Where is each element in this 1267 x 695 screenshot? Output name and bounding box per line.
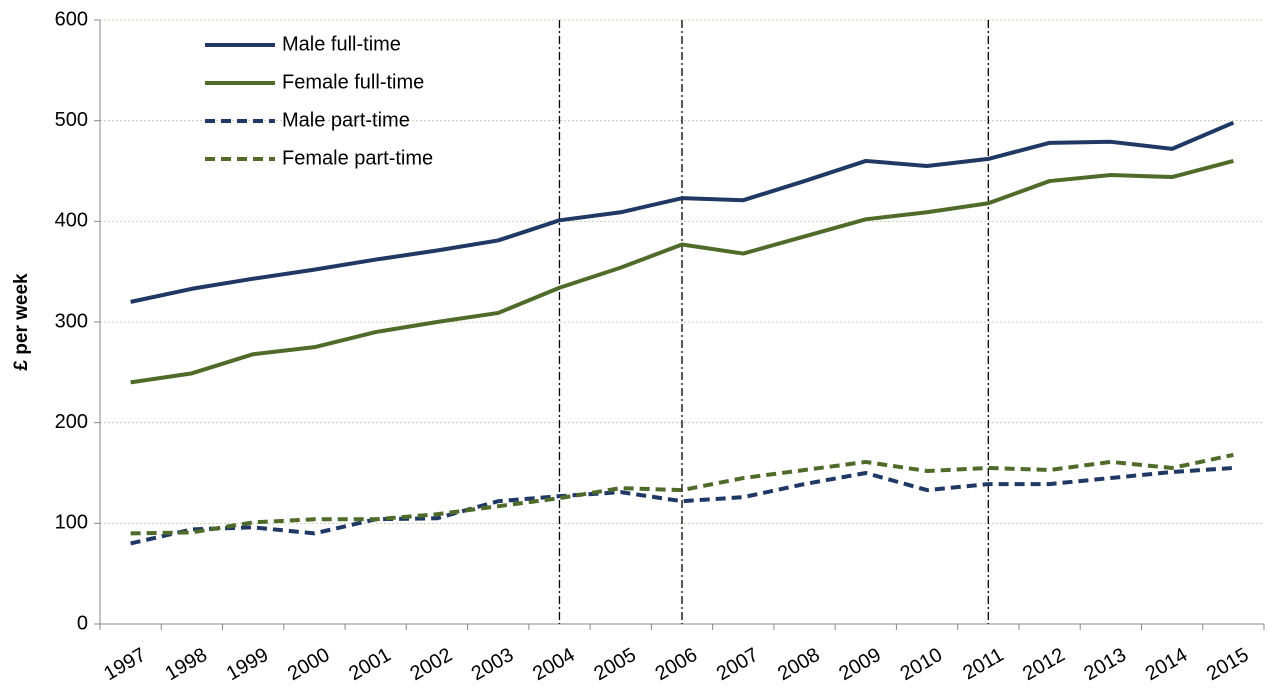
x-tick-label: 2003: [468, 644, 518, 685]
x-tick-label: 2002: [407, 644, 457, 685]
legend-label: Male part-time: [282, 109, 410, 131]
legend-label: Female part-time: [282, 147, 433, 169]
x-tick-label: 2008: [774, 644, 824, 685]
x-tick-label: 2007: [713, 644, 763, 685]
legend-label: Male full-time: [282, 33, 401, 55]
x-tick-label: 2009: [835, 644, 885, 685]
x-tick-label: 2006: [652, 644, 702, 685]
series-line: [130, 158, 1234, 385]
y-tick-label: 400: [55, 210, 88, 232]
x-tick-label: 2005: [590, 644, 640, 685]
legend-label: Female full-time: [282, 71, 424, 93]
x-tick-label: 2001: [345, 644, 395, 685]
y-tick-label: 500: [55, 109, 88, 131]
x-tick-label: 2012: [1019, 644, 1069, 685]
y-tick-label: 200: [55, 411, 88, 433]
x-tick-label: 1997: [100, 644, 150, 685]
y-tick-label: 600: [55, 8, 88, 30]
x-tick-label: 2011: [959, 644, 1007, 685]
y-tick-label: 300: [55, 310, 88, 332]
x-tick-label: 2004: [529, 644, 579, 685]
series-line: [130, 120, 1235, 304]
y-tick-label: 0: [77, 612, 88, 634]
y-axis-label: £ per week: [11, 273, 32, 371]
series-line: [130, 452, 1234, 536]
x-tick-label: 2010: [897, 644, 947, 685]
y-tick-label: 100: [55, 512, 88, 534]
x-tick-label: 1998: [161, 644, 211, 685]
x-tick-label: 2015: [1203, 644, 1253, 685]
x-tick-label: 2014: [1142, 644, 1192, 685]
series-line: [130, 465, 1234, 546]
x-tick-label: 2000: [284, 644, 334, 685]
x-tick-label: 2013: [1080, 644, 1130, 685]
x-tick-label: 1999: [223, 644, 273, 685]
